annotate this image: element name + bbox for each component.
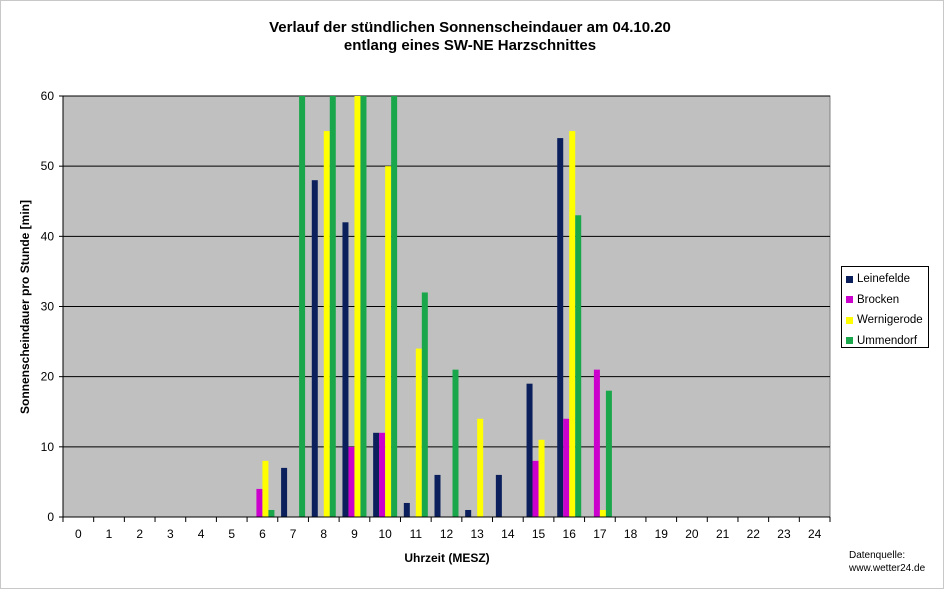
x-tick-label: 9 bbox=[351, 527, 358, 541]
legend-swatch bbox=[846, 296, 853, 304]
x-tick-label: 14 bbox=[501, 527, 515, 541]
x-tick-label: 5 bbox=[228, 527, 235, 541]
x-tick-label: 22 bbox=[747, 527, 761, 541]
x-tick-label: 8 bbox=[320, 527, 327, 541]
x-tick-label: 7 bbox=[290, 527, 297, 541]
x-tick-label: 1 bbox=[106, 527, 113, 541]
legend-swatch bbox=[846, 275, 853, 283]
bar-leinefelde-13 bbox=[465, 509, 472, 517]
bar-brocken-15 bbox=[532, 460, 539, 517]
bar-wernigerode-6 bbox=[262, 460, 269, 517]
bar-ummendorf-10 bbox=[391, 96, 398, 517]
x-tick-label: 20 bbox=[685, 527, 699, 541]
bar-brocken-6 bbox=[256, 488, 263, 517]
bar-ummendorf-7 bbox=[299, 96, 306, 517]
y-tick-label: 20 bbox=[41, 370, 55, 384]
bar-ummendorf-17 bbox=[605, 390, 612, 517]
grid-lines bbox=[63, 95, 830, 448]
bar-wernigerode-13 bbox=[477, 418, 484, 517]
bar-leinefelde-7 bbox=[281, 467, 288, 517]
chart-title-line1: Verlauf der stündlichen Sonnenscheindaue… bbox=[269, 19, 671, 36]
bar-leinefelde-8 bbox=[311, 180, 318, 517]
bar-ummendorf-11 bbox=[421, 292, 428, 517]
legend-item-brocken: Brocken bbox=[846, 290, 928, 311]
legend-label: Ummendorf bbox=[857, 334, 918, 347]
y-tick-label: 30 bbox=[41, 300, 55, 314]
bar-leinefelde-15 bbox=[526, 383, 533, 517]
bar-wernigerode-16 bbox=[569, 131, 576, 518]
x-tick-label: 21 bbox=[716, 527, 730, 541]
bar-leinefelde-11 bbox=[403, 502, 410, 517]
legend-item-ummendorf: Ummendorf bbox=[846, 331, 928, 352]
x-tick-label: 19 bbox=[655, 527, 669, 541]
x-tick-label: 10 bbox=[378, 527, 392, 541]
x-tick-label: 11 bbox=[410, 527, 423, 541]
y-tick-label: 50 bbox=[41, 159, 55, 173]
legend-label: Brocken bbox=[857, 293, 900, 306]
legend-label: Wernigerode bbox=[857, 314, 923, 327]
bar-brocken-17 bbox=[593, 369, 600, 517]
bar-leinefelde-10 bbox=[373, 432, 380, 517]
y-tick-label: 10 bbox=[41, 440, 55, 454]
source-url: www.wetter24.de bbox=[849, 563, 926, 574]
bar-leinefelde-12 bbox=[434, 474, 441, 517]
bar-leinefelde-9 bbox=[342, 222, 349, 518]
data-source: Datenquelle: www.wetter24.de bbox=[849, 549, 925, 575]
y-tick-label: 40 bbox=[41, 229, 55, 243]
bar-wernigerode-15 bbox=[538, 439, 545, 517]
bar-brocken-10 bbox=[379, 432, 386, 517]
bar-ummendorf-6 bbox=[268, 509, 275, 517]
bar-brocken-9 bbox=[348, 446, 355, 517]
bar-leinefelde-16 bbox=[557, 138, 564, 517]
bar-wernigerode-11 bbox=[415, 348, 422, 517]
legend-item-leinefelde: Leinefelde bbox=[846, 269, 928, 290]
x-tick-label: 13 bbox=[471, 527, 485, 541]
x-tick-label: 24 bbox=[808, 527, 822, 541]
x-tick-label: 18 bbox=[624, 527, 638, 541]
x-tick-label: 12 bbox=[440, 527, 454, 541]
source-label: Datenquelle: bbox=[849, 550, 906, 561]
y-axis-title: Sonnenscheindauer pro Stunde [min] bbox=[18, 200, 32, 414]
x-tick-label: 23 bbox=[777, 527, 791, 541]
x-tick-label: 3 bbox=[167, 527, 174, 541]
x-tick-label: 4 bbox=[198, 527, 205, 541]
bar-ummendorf-8 bbox=[329, 96, 336, 517]
bar-ummendorf-16 bbox=[575, 215, 582, 518]
x-axis-title: Uhrzeit (MESZ) bbox=[404, 551, 489, 565]
legend-item-wernigerode: Wernigerode bbox=[846, 310, 928, 331]
x-tick-label: 17 bbox=[593, 527, 607, 541]
x-tick-label: 16 bbox=[563, 527, 577, 541]
bar-brocken-16 bbox=[563, 418, 570, 517]
legend: Leinefelde Brocken Wernigerode Ummendorf bbox=[841, 266, 929, 348]
bar-ummendorf-12 bbox=[452, 369, 459, 517]
legend-swatch bbox=[846, 337, 853, 345]
bar-leinefelde-14 bbox=[495, 474, 502, 517]
x-tick-label: 2 bbox=[136, 527, 143, 541]
legend-label: Leinefelde bbox=[857, 273, 911, 286]
x-tick-label: 15 bbox=[532, 527, 546, 541]
bar-wernigerode-8 bbox=[323, 131, 330, 518]
bar-wernigerode-9 bbox=[354, 96, 361, 517]
legend-swatch bbox=[846, 316, 853, 324]
bar-wernigerode-17 bbox=[599, 509, 606, 517]
x-tick-label: 6 bbox=[259, 527, 266, 541]
x-tick-label: 0 bbox=[75, 527, 82, 541]
bar-wernigerode-10 bbox=[385, 166, 392, 517]
y-tick-label: 60 bbox=[41, 89, 55, 103]
bar-ummendorf-9 bbox=[360, 96, 367, 517]
y-tick-label: 0 bbox=[47, 510, 54, 524]
chart-title-line2: entlang eines SW-NE Harzschnittes bbox=[344, 37, 596, 54]
bars bbox=[256, 96, 612, 518]
